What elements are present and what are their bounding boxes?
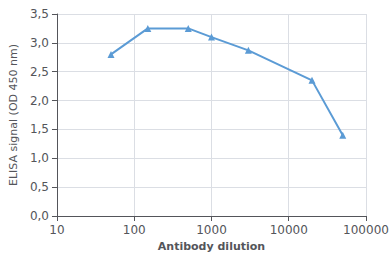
svg-text:3,0: 3,0 [30,36,49,50]
svg-text:Antibody dilution: Antibody dilution [158,240,265,253]
svg-text:3,5: 3,5 [30,7,49,21]
svg-text:1000: 1000 [196,223,227,237]
svg-text:2,5: 2,5 [30,65,49,79]
svg-text:1,0: 1,0 [30,151,49,165]
svg-text:ELISA signal (OD 450 nm): ELISA signal (OD 450 nm) [7,44,20,186]
svg-text:10: 10 [49,223,64,237]
svg-text:10000: 10000 [270,223,308,237]
svg-text:0,0: 0,0 [30,209,49,223]
svg-text:100: 100 [123,223,146,237]
svg-text:100000: 100000 [343,223,389,237]
svg-text:2,0: 2,0 [30,94,49,108]
svg-text:0,5: 0,5 [30,180,49,194]
svg-text:1,5: 1,5 [30,122,49,136]
